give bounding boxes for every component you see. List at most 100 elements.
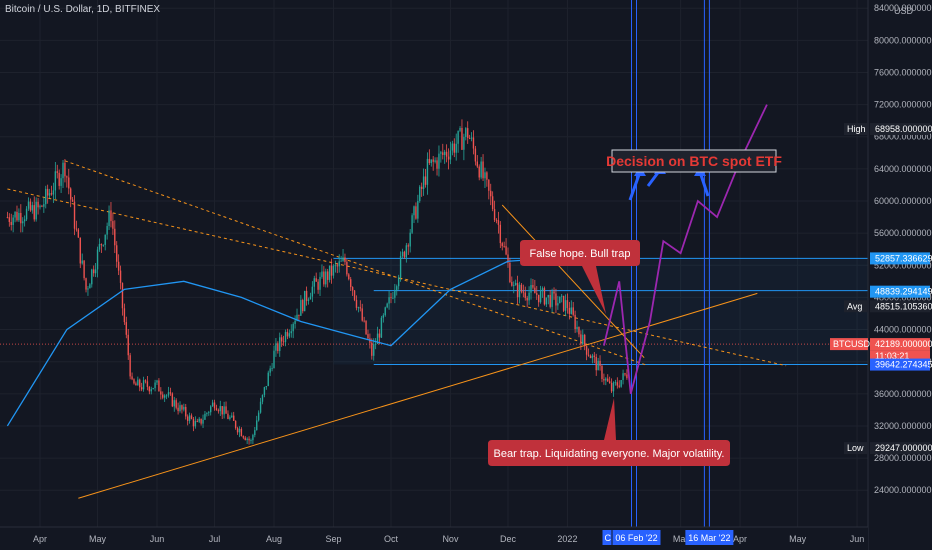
candle-body: [173, 400, 175, 407]
price-label-value: 52857.336629: [875, 253, 932, 263]
candle-body: [146, 381, 149, 387]
candle-body: [574, 314, 576, 330]
candle-body: [244, 437, 246, 440]
candle-body: [353, 290, 356, 300]
bull-trap-text: False hope. Bull trap: [530, 248, 631, 260]
candle-body: [254, 430, 256, 436]
candle-body: [119, 270, 122, 283]
candle-body: [327, 271, 329, 280]
candle-body: [204, 413, 206, 420]
candle-body: [298, 314, 300, 316]
price-label-tag-text: High: [847, 124, 866, 134]
candle-body: [332, 265, 335, 276]
candle-body: [484, 172, 486, 179]
candle-body: [495, 219, 498, 221]
candle-body: [476, 161, 479, 167]
candle-body: [183, 406, 185, 410]
price-label-box: [870, 300, 930, 313]
time-tick-label: Dec: [500, 534, 517, 544]
candle-body: [192, 418, 195, 427]
candle-body: [336, 265, 338, 267]
candle-body: [198, 418, 200, 422]
candle-body: [438, 153, 440, 169]
bear-trap-callout: [488, 398, 730, 466]
candle-body: [240, 428, 243, 437]
candle-body: [208, 412, 210, 414]
candle-body: [248, 438, 250, 441]
candle-body: [112, 221, 114, 229]
candle-body: [259, 401, 262, 413]
candle-body: [169, 392, 172, 394]
price-tick-label: 36000.000000: [874, 389, 932, 399]
candle-body: [294, 320, 296, 324]
candle-body: [323, 271, 325, 285]
candle-body: [110, 210, 112, 222]
candle-body: [386, 303, 388, 308]
candle-body: [417, 200, 419, 219]
time-tick-label: Jun: [850, 534, 865, 544]
candle-body: [580, 334, 582, 345]
candle-body: [526, 297, 528, 301]
candle-body: [313, 278, 315, 287]
price-label-tag: [844, 123, 868, 136]
price-label-tag-text: Avg: [847, 301, 862, 311]
candle-body: [269, 368, 271, 373]
time-tick-label: Oct: [384, 534, 399, 544]
candle-body: [584, 334, 586, 347]
candle-body: [234, 420, 237, 429]
candle-body: [261, 394, 264, 402]
candle-body: [566, 300, 569, 308]
candle-body: [541, 288, 544, 291]
candle-body: [263, 387, 266, 395]
candle-body: [325, 271, 327, 285]
candle-body: [591, 355, 594, 359]
candle-body: [190, 415, 193, 419]
candle-body: [179, 405, 181, 412]
candle-body: [616, 382, 619, 386]
candle-body: [14, 211, 16, 218]
candle-body: [371, 342, 373, 356]
date-badge-partial-label: C: [604, 533, 611, 543]
time-tick-label: Nov: [442, 534, 459, 544]
bear-trap-text: Bear trap. Liquidating everyone. Major v…: [494, 448, 725, 460]
candle-body: [607, 378, 609, 382]
candle-body: [250, 440, 252, 441]
candle-body: [319, 276, 321, 290]
price-label-box: [870, 252, 930, 265]
candle-body: [361, 308, 363, 321]
candle-body: [380, 317, 383, 338]
candle-body: [520, 284, 523, 292]
candle-body: [148, 386, 151, 392]
candle-body: [211, 402, 214, 407]
candle-body: [231, 415, 233, 418]
candle-body: [511, 282, 513, 286]
price-label-box: [870, 442, 930, 455]
candle-body: [392, 297, 394, 299]
candle-body: [252, 435, 254, 441]
candle-body: [624, 373, 626, 375]
candle-body: [227, 413, 229, 419]
candle-body: [338, 261, 340, 267]
price-tick-label: 68000.000000: [874, 132, 932, 142]
candle-body: [104, 234, 106, 245]
candle-body: [8, 217, 11, 222]
candle-body: [215, 408, 218, 411]
candle-body: [273, 350, 275, 369]
date-badge-label: 16 Mar '22: [688, 533, 730, 543]
time-tick-label: Apr: [33, 534, 47, 544]
candle-body: [442, 152, 444, 155]
candle-body: [436, 160, 438, 169]
time-tick-label: Jun: [150, 534, 165, 544]
candle-body: [102, 244, 104, 246]
candle-body: [167, 392, 170, 396]
candle-body: [507, 254, 509, 263]
candle-body: [246, 438, 248, 440]
time-tick-label: Sep: [325, 534, 341, 544]
candle-body: [478, 166, 480, 178]
candle-body: [468, 137, 471, 139]
candle-body: [152, 388, 154, 390]
candle-body: [181, 405, 183, 410]
candle-body: [455, 143, 457, 153]
